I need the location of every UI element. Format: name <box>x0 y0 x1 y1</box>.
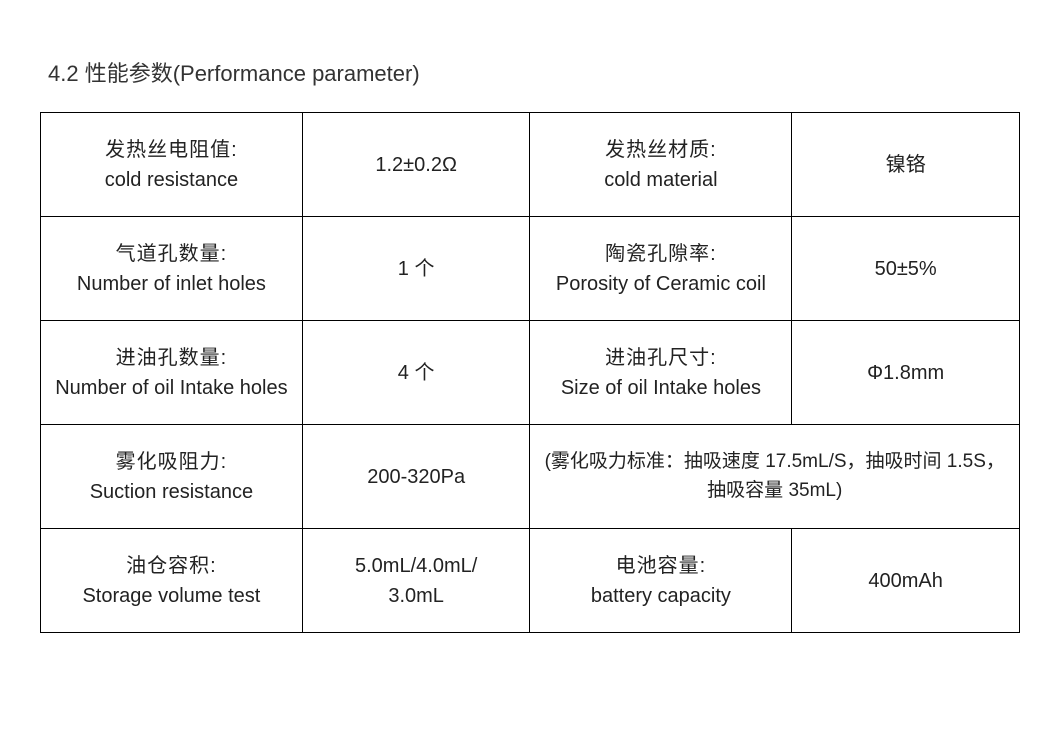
param-value: 400mAh <box>792 529 1020 633</box>
param-value: 5.0mL/4.0mL/ 3.0mL <box>302 529 530 633</box>
table-row: 油仓容积: Storage volume test 5.0mL/4.0mL/ 3… <box>41 529 1020 633</box>
param-label: 电池容量: battery capacity <box>530 529 792 633</box>
label-cn: 发热丝电阻值: <box>49 135 294 165</box>
param-label: 油仓容积: Storage volume test <box>41 529 303 633</box>
param-label: 雾化吸阻力: Suction resistance <box>41 425 303 529</box>
table-row: 进油孔数量: Number of oil Intake holes 4 个 进油… <box>41 321 1020 425</box>
label-cn: 电池容量: <box>538 551 783 581</box>
label-en: Storage volume test <box>49 581 294 611</box>
label-en: cold material <box>538 165 783 195</box>
param-label: 进油孔数量: Number of oil Intake holes <box>41 321 303 425</box>
label-cn: 进油孔数量: <box>49 343 294 373</box>
param-value: 4 个 <box>302 321 530 425</box>
param-value: 50±5% <box>792 217 1020 321</box>
value-line2: 3.0mL <box>388 585 444 607</box>
table-row: 雾化吸阻力: Suction resistance 200-320Pa (雾化吸… <box>41 425 1020 529</box>
label-en: battery capacity <box>538 581 783 611</box>
param-label: 进油孔尺寸: Size of oil Intake holes <box>530 321 792 425</box>
table-row: 发热丝电阻值: cold resistance 1.2±0.2Ω 发热丝材质: … <box>41 113 1020 217</box>
label-en: cold resistance <box>49 165 294 195</box>
label-cn: 雾化吸阻力: <box>49 447 294 477</box>
label-en: Size of oil Intake holes <box>538 373 783 403</box>
label-en: Number of inlet holes <box>49 269 294 299</box>
label-cn: 进油孔尺寸: <box>538 343 783 373</box>
param-label: 发热丝电阻值: cold resistance <box>41 113 303 217</box>
label-cn: 气道孔数量: <box>49 239 294 269</box>
label-cn: 陶瓷孔隙率: <box>538 239 783 269</box>
suction-standard-note: (雾化吸力标准：抽吸速度 17.5mL/S，抽吸时间 1.5S，抽吸容量 35m… <box>530 425 1020 529</box>
param-value: 1.2±0.2Ω <box>302 113 530 217</box>
label-en: Number of oil Intake holes <box>49 373 294 403</box>
document-container: 4.2 性能参数(Performance parameter) 发热丝电阻值: … <box>0 0 1060 673</box>
value-line1: 5.0mL/4.0mL/ <box>355 555 477 577</box>
label-en: Porosity of Ceramic coil <box>538 269 783 299</box>
param-label: 陶瓷孔隙率: Porosity of Ceramic coil <box>530 217 792 321</box>
table-row: 气道孔数量: Number of inlet holes 1 个 陶瓷孔隙率: … <box>41 217 1020 321</box>
label-cn: 油仓容积: <box>49 551 294 581</box>
param-label: 气道孔数量: Number of inlet holes <box>41 217 303 321</box>
label-en: Suction resistance <box>49 477 294 507</box>
param-value: 200-320Pa <box>302 425 530 529</box>
param-label: 发热丝材质: cold material <box>530 113 792 217</box>
param-value: Φ1.8mm <box>792 321 1020 425</box>
section-title: 4.2 性能参数(Performance parameter) <box>48 56 1020 88</box>
label-cn: 发热丝材质: <box>538 135 783 165</box>
param-value: 1 个 <box>302 217 530 321</box>
param-value: 镍铬 <box>792 113 1020 217</box>
performance-parameter-table: 发热丝电阻值: cold resistance 1.2±0.2Ω 发热丝材质: … <box>40 112 1020 633</box>
